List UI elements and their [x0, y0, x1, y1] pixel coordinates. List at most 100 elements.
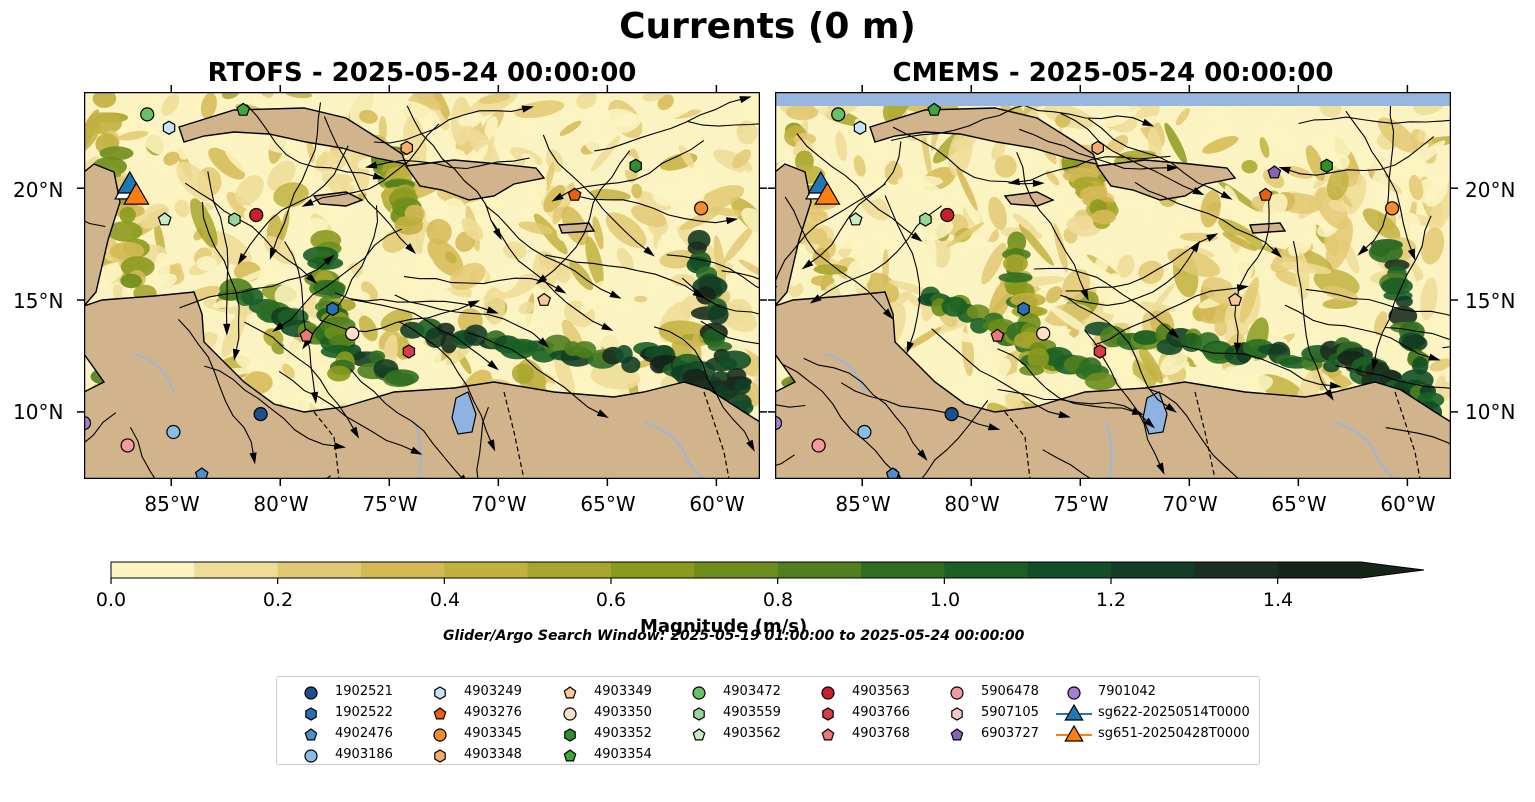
legend-marker — [433, 728, 447, 742]
float-5906478-marker — [120, 438, 135, 453]
yucatan-land — [84, 163, 121, 308]
streamline-arrow — [917, 449, 928, 461]
rtofs-ytick-label: 15°N — [13, 289, 64, 313]
river-line — [643, 421, 705, 479]
float-4903350-marker — [345, 326, 360, 341]
streamline-arrow — [801, 259, 814, 270]
legend-label: 4903766 — [852, 705, 910, 720]
float-7901042-marker — [775, 415, 783, 431]
streamline-arrow — [1058, 411, 1071, 418]
streamline-arrow — [809, 294, 822, 304]
colorbar-segment — [861, 562, 945, 578]
float-4903352-marker — [1320, 158, 1333, 173]
streamline-arrow — [232, 348, 240, 361]
rtofs-xtick-label: 60°W — [689, 492, 745, 516]
float-6903727-marker — [1267, 165, 1282, 179]
float-4903354-marker — [236, 102, 251, 116]
streamline-arrow — [467, 300, 480, 309]
streamline-arrow — [906, 341, 914, 354]
streamline-arrow — [223, 323, 231, 336]
colorbar-tick-label: 0.8 — [762, 589, 794, 611]
float-4902476-marker — [885, 467, 900, 479]
legend-label: 6903727 — [981, 726, 1039, 741]
float-4903768-marker — [990, 328, 1005, 342]
legend: 1902521 1902522 4902476 4903186 4903249 49032… — [276, 676, 1260, 765]
cmems-xtick-label: 75°W — [1053, 492, 1109, 516]
rtofs-xtick-label: 70°W — [471, 492, 527, 516]
streamline-arrow — [1324, 388, 1334, 401]
yucatan-land — [775, 163, 812, 308]
legend-label: 4903345 — [464, 726, 522, 741]
colorbar — [110, 561, 1425, 584]
streamline-arrow — [301, 198, 314, 207]
streamline-arrow — [486, 306, 499, 314]
colorbar-segment — [944, 562, 1029, 578]
legend-label: 5906478 — [981, 684, 1039, 699]
float-4903472-marker — [140, 107, 155, 122]
float-4903352-marker — [629, 158, 642, 173]
float-4903276-marker — [1258, 187, 1273, 201]
legend-label: 5907105 — [981, 705, 1039, 720]
float-4903562-marker — [848, 212, 863, 226]
streamline-arrow — [551, 192, 564, 202]
float-4903562-marker — [157, 212, 172, 226]
legend-marker — [564, 728, 576, 742]
float-4903563-marker — [940, 207, 955, 223]
float-1902521-marker — [944, 407, 959, 422]
legend-marker — [304, 728, 318, 741]
legend-marker — [1064, 704, 1084, 721]
legend-label: 4903352 — [594, 726, 652, 741]
float-4903768-marker — [299, 328, 314, 342]
panel-title-cmems: CMEMS - 2025-05-24 00:00:00 — [892, 58, 1334, 88]
legend-marker — [304, 749, 318, 763]
rtofs-xtick-label: 80°W — [253, 492, 309, 516]
colorbar-segment — [111, 562, 195, 578]
colorbar-tick-label: 0.4 — [429, 589, 461, 611]
legend-marker — [821, 686, 835, 700]
streamline-arrow — [306, 273, 318, 284]
legend-label: 7901042 — [1098, 684, 1156, 699]
streamline-arrow — [493, 228, 502, 241]
float-4903249-marker — [162, 120, 176, 135]
colorbar-segment — [611, 562, 695, 578]
colorbar-extend-arrow — [1361, 562, 1424, 578]
colorbar-tick-label: 1.4 — [1262, 589, 1294, 611]
colorbar-tick-label: 0.2 — [262, 589, 294, 611]
colorbar-segment — [1027, 562, 1112, 578]
float-7901042-marker — [84, 415, 92, 431]
streamline-arrow — [538, 337, 550, 348]
float-1902522-marker — [326, 301, 339, 317]
cmems-xtick-label: 80°W — [944, 492, 1000, 516]
legend-marker — [950, 728, 964, 741]
country-borders — [313, 391, 730, 479]
streamline-arrow — [1032, 179, 1045, 187]
streamline-arrow — [333, 442, 346, 450]
streamline-arrow — [487, 360, 499, 371]
streamlines — [775, 95, 1451, 479]
streamline-arrow — [1143, 417, 1155, 429]
legend-label: 4903348 — [464, 747, 522, 762]
rtofs-xtick-label: 85°W — [144, 492, 200, 516]
rtofs-map-panel — [84, 92, 760, 479]
streamline-arrow — [1206, 233, 1219, 242]
float-4903350-marker — [1036, 326, 1051, 341]
streamline-arrow — [1142, 118, 1155, 127]
streamline-arrow — [521, 105, 534, 113]
float-4903354-marker — [927, 102, 942, 116]
streamline-arrow — [643, 246, 655, 257]
streamline-arrow — [1428, 353, 1441, 361]
streamline-arrow — [692, 289, 705, 299]
country-borders — [1004, 391, 1421, 479]
colorbar-segment — [1111, 562, 1195, 578]
legend-marker — [433, 707, 447, 720]
legend-marker — [951, 707, 963, 721]
legend-marker — [693, 707, 705, 721]
legend-marker — [563, 707, 577, 721]
streamline-arrow — [1271, 247, 1283, 258]
float-1902522-marker — [1017, 301, 1030, 317]
colorbar-segment — [1194, 562, 1279, 578]
cmems-xtick-label: 65°W — [1271, 492, 1327, 516]
colorbar-segment — [777, 562, 862, 578]
float-4903766-marker — [402, 344, 416, 359]
current-field — [84, 92, 760, 479]
